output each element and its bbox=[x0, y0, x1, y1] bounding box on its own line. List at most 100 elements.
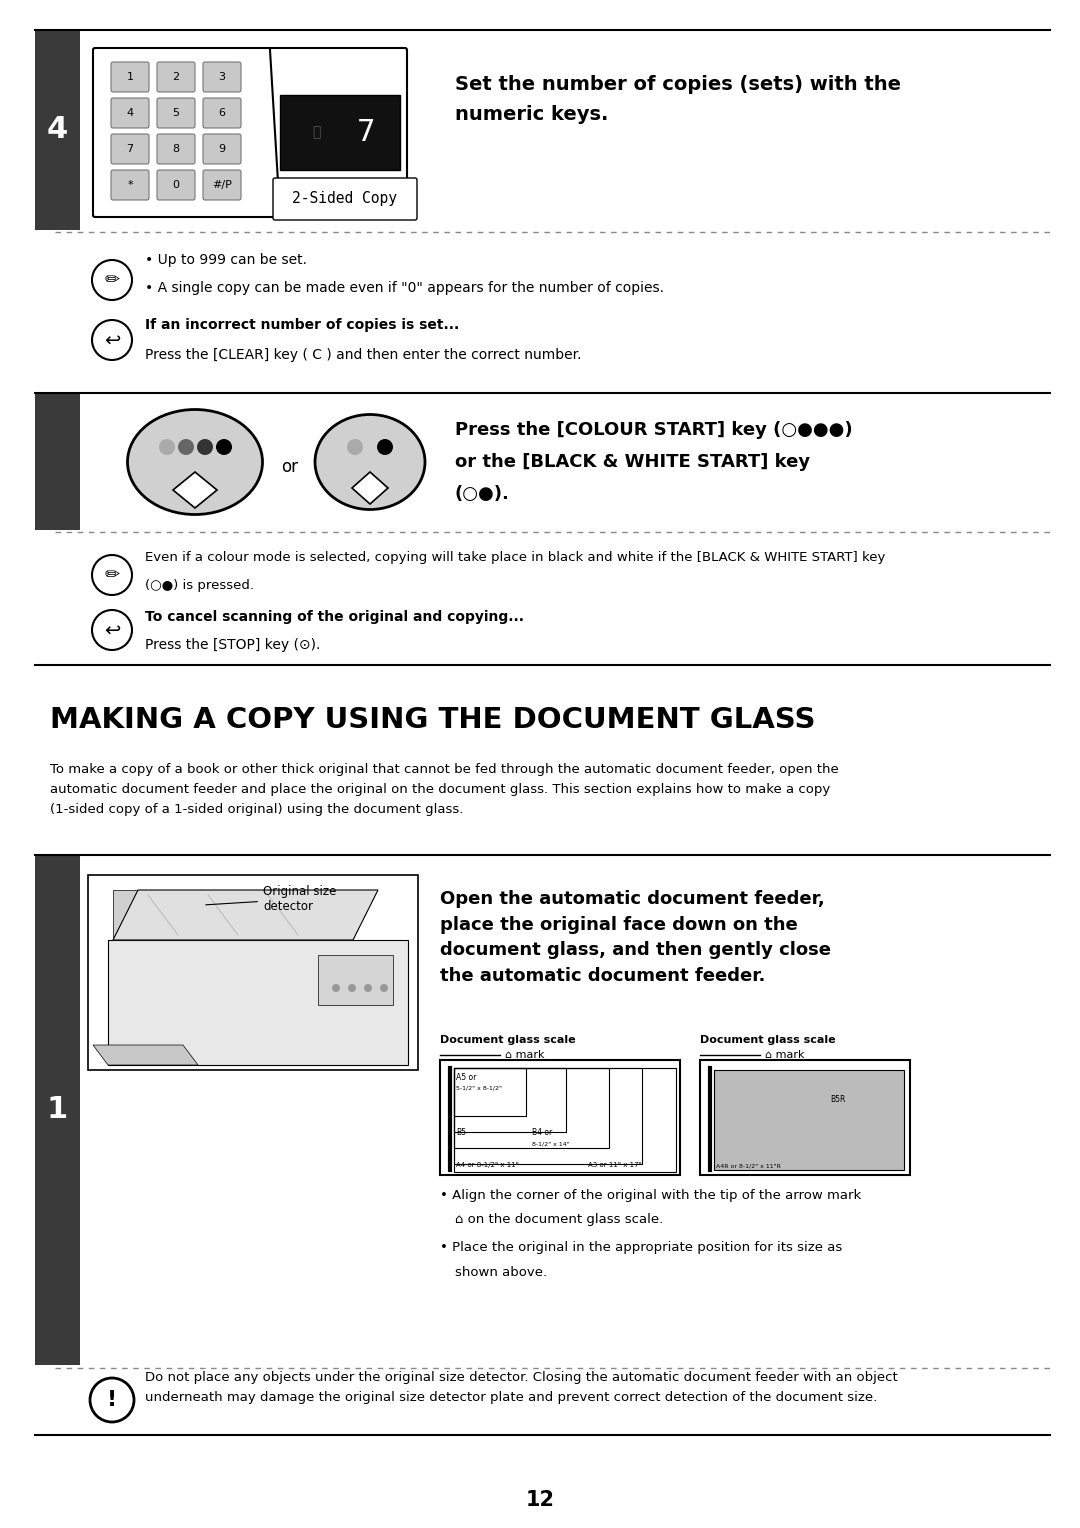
Text: Document glass scale: Document glass scale bbox=[700, 1034, 836, 1045]
FancyBboxPatch shape bbox=[111, 134, 149, 163]
Text: Do not place any objects under the original size detector. Closing the automatic: Do not place any objects under the origi… bbox=[145, 1372, 897, 1404]
Text: ⌂ on the document glass scale.: ⌂ on the document glass scale. bbox=[455, 1213, 663, 1227]
Text: A3 or 11" x 17": A3 or 11" x 17" bbox=[588, 1161, 642, 1167]
Bar bbox=[454, 1068, 642, 1164]
Text: • A single copy can be made even if "0" appears for the number of copies.: • A single copy can be made even if "0" … bbox=[145, 281, 664, 295]
Text: 2: 2 bbox=[173, 72, 179, 83]
Circle shape bbox=[92, 319, 132, 361]
Text: 8-1/2" x 14": 8-1/2" x 14" bbox=[532, 1141, 570, 1148]
Ellipse shape bbox=[315, 414, 426, 509]
Bar bbox=[35, 856, 80, 1365]
Text: 4: 4 bbox=[46, 116, 68, 145]
Circle shape bbox=[347, 439, 363, 455]
Text: B5: B5 bbox=[456, 1128, 465, 1137]
Bar bbox=[113, 889, 353, 940]
Circle shape bbox=[216, 439, 232, 455]
Text: Press the [STOP] key (⊙).: Press the [STOP] key (⊙). bbox=[145, 639, 321, 652]
Text: A5 or: A5 or bbox=[456, 1073, 476, 1082]
FancyBboxPatch shape bbox=[203, 134, 241, 163]
Text: ✏: ✏ bbox=[105, 565, 120, 584]
Circle shape bbox=[348, 984, 356, 992]
Text: 3: 3 bbox=[218, 72, 226, 83]
Bar bbox=[280, 95, 400, 170]
Text: A4R or 8-1/2" x 11"R: A4R or 8-1/2" x 11"R bbox=[716, 1163, 781, 1167]
Text: Document glass scale: Document glass scale bbox=[440, 1034, 576, 1045]
Text: If an incorrect number of copies is set...: If an incorrect number of copies is set.… bbox=[145, 318, 459, 332]
Bar bbox=[80, 856, 1050, 1365]
Bar bbox=[454, 1068, 609, 1148]
Text: 7: 7 bbox=[357, 118, 376, 147]
Bar bbox=[87, 876, 418, 1070]
Polygon shape bbox=[173, 472, 217, 507]
Text: 7: 7 bbox=[126, 144, 134, 154]
Text: numeric keys.: numeric keys. bbox=[455, 105, 608, 124]
Text: !: ! bbox=[107, 1390, 117, 1410]
Text: ↩: ↩ bbox=[104, 330, 120, 350]
Text: ⌂ mark: ⌂ mark bbox=[505, 1050, 544, 1060]
Polygon shape bbox=[113, 889, 378, 940]
Bar bbox=[35, 393, 80, 530]
Circle shape bbox=[92, 260, 132, 299]
Bar bbox=[454, 1068, 566, 1132]
FancyBboxPatch shape bbox=[203, 98, 241, 128]
Text: (○●).: (○●). bbox=[455, 484, 510, 503]
Text: (○●) is pressed.: (○●) is pressed. bbox=[145, 579, 254, 591]
Text: Press the [COLOUR START] key (○●●●): Press the [COLOUR START] key (○●●●) bbox=[455, 422, 852, 439]
FancyBboxPatch shape bbox=[273, 177, 417, 220]
Circle shape bbox=[364, 984, 372, 992]
Text: #/P: #/P bbox=[212, 180, 232, 189]
Text: ⌂ mark: ⌂ mark bbox=[765, 1050, 805, 1060]
Circle shape bbox=[90, 1378, 134, 1423]
Text: or the [BLACK & WHITE START] key: or the [BLACK & WHITE START] key bbox=[455, 452, 810, 471]
Text: ✏: ✏ bbox=[105, 270, 120, 289]
Text: *: * bbox=[127, 180, 133, 189]
Text: MAKING A COPY USING THE DOCUMENT GLASS: MAKING A COPY USING THE DOCUMENT GLASS bbox=[50, 706, 815, 733]
Bar bbox=[35, 31, 80, 231]
Text: 12: 12 bbox=[526, 1490, 554, 1510]
Polygon shape bbox=[352, 472, 388, 504]
Polygon shape bbox=[93, 1045, 198, 1065]
FancyBboxPatch shape bbox=[93, 47, 407, 217]
FancyBboxPatch shape bbox=[157, 98, 195, 128]
FancyBboxPatch shape bbox=[157, 63, 195, 92]
Text: Even if a colour mode is selected, copying will take place in black and white if: Even if a colour mode is selected, copyi… bbox=[145, 552, 886, 564]
Text: To make a copy of a book or other thick original that cannot be fed through the : To make a copy of a book or other thick … bbox=[50, 764, 839, 816]
Text: or: or bbox=[282, 458, 298, 477]
Text: ⬛: ⬛ bbox=[312, 125, 320, 139]
Text: 8: 8 bbox=[173, 144, 179, 154]
Text: 5-1/2" x 8-1/2": 5-1/2" x 8-1/2" bbox=[456, 1086, 502, 1091]
Ellipse shape bbox=[127, 410, 262, 515]
Bar bbox=[80, 393, 1050, 530]
Text: 0: 0 bbox=[173, 180, 179, 189]
Text: A4 or 8-1/2" x 11": A4 or 8-1/2" x 11" bbox=[456, 1161, 518, 1167]
Circle shape bbox=[178, 439, 194, 455]
Text: 1: 1 bbox=[126, 72, 134, 83]
Text: 5: 5 bbox=[173, 108, 179, 118]
Circle shape bbox=[92, 555, 132, 594]
Text: 4: 4 bbox=[126, 108, 134, 118]
Bar bbox=[454, 1068, 526, 1115]
FancyBboxPatch shape bbox=[157, 170, 195, 200]
Text: • Align the corner of the original with the tip of the arrow mark: • Align the corner of the original with … bbox=[440, 1189, 861, 1201]
Bar bbox=[318, 955, 393, 1005]
FancyBboxPatch shape bbox=[203, 63, 241, 92]
Text: B4 or: B4 or bbox=[532, 1128, 552, 1137]
Text: 1: 1 bbox=[46, 1096, 68, 1125]
Text: Press the [CLEAR] key ( C ) and then enter the correct number.: Press the [CLEAR] key ( C ) and then ent… bbox=[145, 348, 581, 362]
Bar bbox=[454, 1068, 676, 1172]
Circle shape bbox=[377, 439, 393, 455]
Circle shape bbox=[332, 984, 340, 992]
FancyBboxPatch shape bbox=[203, 170, 241, 200]
FancyBboxPatch shape bbox=[157, 134, 195, 163]
Text: ↩: ↩ bbox=[104, 620, 120, 640]
FancyBboxPatch shape bbox=[111, 170, 149, 200]
Text: 2-Sided Copy: 2-Sided Copy bbox=[293, 191, 397, 206]
Bar bbox=[700, 1060, 910, 1175]
FancyBboxPatch shape bbox=[111, 98, 149, 128]
Text: • Place the original in the appropriate position for its size as: • Place the original in the appropriate … bbox=[440, 1241, 842, 1254]
Circle shape bbox=[159, 439, 175, 455]
Text: To cancel scanning of the original and copying...: To cancel scanning of the original and c… bbox=[145, 610, 524, 623]
FancyBboxPatch shape bbox=[111, 63, 149, 92]
Text: B5R: B5R bbox=[831, 1096, 846, 1105]
Circle shape bbox=[197, 439, 213, 455]
